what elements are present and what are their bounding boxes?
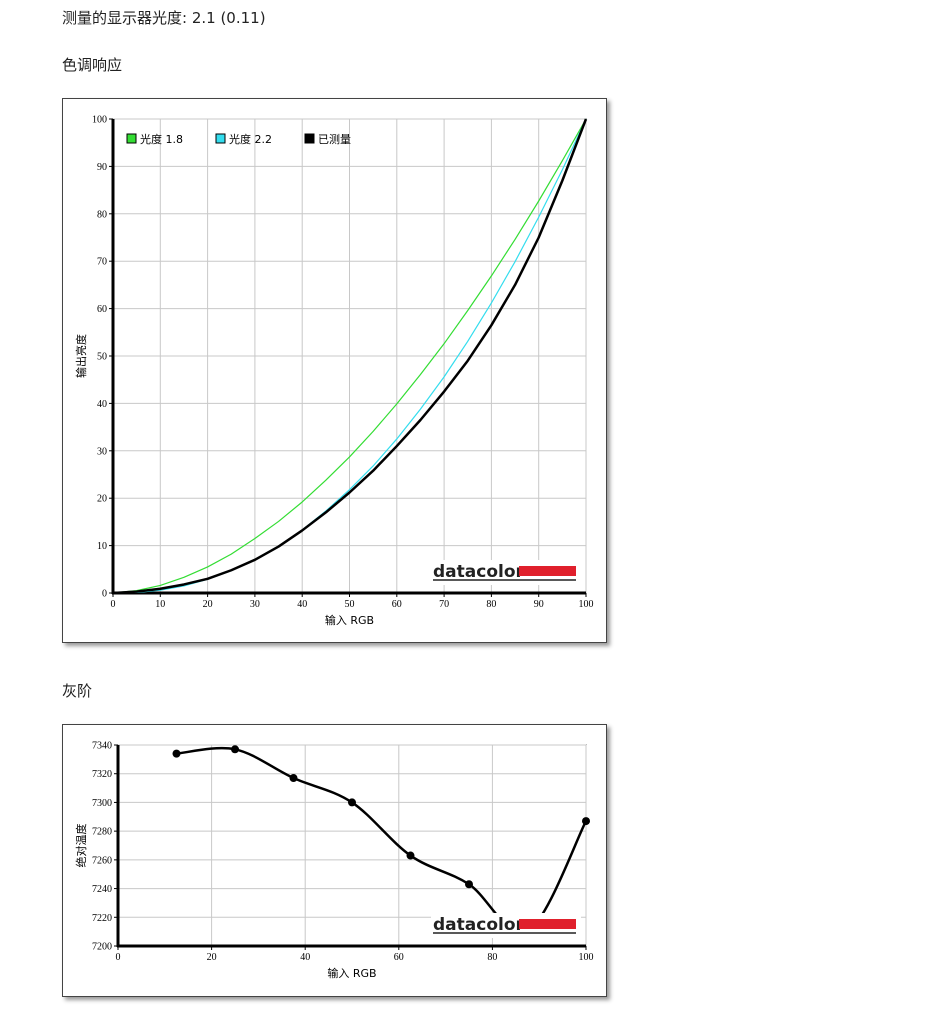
data-point [289, 774, 298, 783]
x-tick-label: 40 [300, 952, 310, 963]
logo-bar [519, 566, 576, 576]
y-tick-label: 7340 [92, 741, 112, 752]
y-axis-label: 输出亮度 [74, 334, 88, 378]
y-tick-label: 50 [97, 352, 107, 363]
x-tick-label: 20 [207, 952, 217, 963]
y-tick-label: 40 [97, 399, 107, 410]
legend-swatch [215, 133, 226, 144]
logo-text: datacolor [433, 562, 525, 582]
x-tick-label: 100 [579, 599, 594, 610]
x-tick-label: 60 [394, 952, 404, 963]
y-tick-label: 7240 [92, 884, 112, 895]
data-point [465, 880, 473, 889]
y-tick-label: 7280 [92, 827, 112, 838]
chart: 0 10 20 30 40 50 60 70 80 90 100 0 10 20 30 40 50 60 70 80 9… [62, 98, 607, 643]
series-line [113, 118, 587, 593]
y-tick-label: 80 [97, 209, 107, 220]
x-tick-label: 80 [486, 599, 496, 610]
legend-label: 光度 2.2 [229, 132, 272, 146]
y-tick-label: 7220 [92, 913, 112, 924]
y-tick-label: 0 [102, 589, 107, 600]
x-tick-label: 30 [250, 599, 260, 610]
y-tick-label: 10 [97, 541, 107, 552]
y-tick-label: 20 [97, 494, 107, 505]
summary: 测量的显示器光度: 2.1 (0.11) [62, 9, 266, 27]
x-axis-label: 输入 RGB [325, 613, 374, 627]
section-title: 灰阶 [62, 682, 93, 700]
y-tick-label: 60 [97, 304, 107, 315]
y-tick-label: 7200 [92, 942, 112, 953]
y-tick-label: 30 [97, 446, 107, 457]
x-axis-label: 输入 RGB [327, 966, 376, 980]
x-tick-label: 70 [439, 599, 449, 610]
logo-bar [519, 919, 576, 929]
x-tick-label: 10 [155, 599, 165, 610]
series-group [113, 118, 588, 593]
x-tick-label: 80 [487, 952, 497, 963]
logo-text: datacolor [433, 915, 525, 935]
legend-label: 光度 1.8 [140, 132, 183, 146]
data-point [406, 851, 415, 860]
series-line [113, 118, 588, 593]
x-tick-label: 60 [392, 599, 402, 610]
legend-label: 已测量 [318, 133, 351, 146]
y-tick-label: 90 [97, 162, 107, 173]
x-tick-label: 90 [534, 599, 544, 610]
data-point [172, 749, 181, 758]
y-tick-label: 7260 [92, 855, 112, 866]
data-point [582, 817, 590, 826]
x-tick-label: 40 [297, 599, 307, 610]
y-tick-label: 7320 [92, 769, 112, 780]
x-tick-label: 0 [116, 952, 121, 963]
legend-swatch [126, 133, 137, 144]
legend-swatch [304, 133, 315, 144]
data-point [231, 745, 239, 754]
x-tick-label: 20 [203, 599, 213, 610]
chart: 7200 7220 7240 7260 7280 7300 7320 7340 0 20 40 60 8… [62, 724, 607, 997]
y-tick-label: 70 [97, 257, 107, 268]
section-title: 色调响应 [62, 56, 123, 74]
x-tick-label: 0 [111, 599, 116, 610]
y-tick-label: 100 [92, 115, 107, 126]
x-tick-label: 50 [345, 599, 355, 610]
data-point [348, 798, 356, 807]
y-tick-label: 7300 [92, 798, 112, 809]
series-line [176, 746, 588, 935]
x-tick-label: 100 [579, 952, 594, 963]
y-axis-label: 绝对温度 [74, 824, 88, 868]
